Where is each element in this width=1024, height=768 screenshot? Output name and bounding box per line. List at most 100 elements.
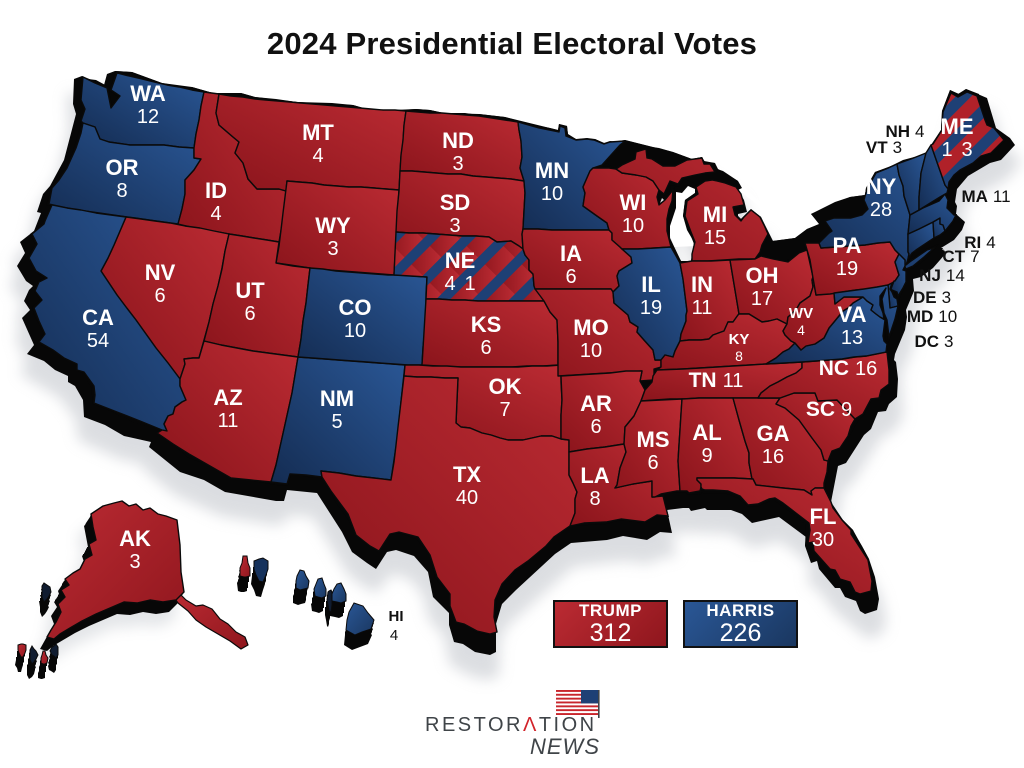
label-AZ-abbr: AZ — [213, 385, 242, 410]
label-IN-votes: 11 — [692, 297, 713, 319]
label-OK-votes: 7 — [499, 399, 510, 421]
legend-harris-name: HARRIS — [706, 601, 775, 620]
callout-DC-abbr: DC — [914, 332, 939, 351]
label-WA: WA 12 — [130, 81, 166, 128]
state-MA[interactable] — [907, 193, 957, 235]
callout-DE-text: DE 3 — [913, 288, 951, 307]
label-NY-abbr: NY — [866, 174, 897, 199]
label-OR-abbr: OR — [106, 155, 139, 180]
callout-NJ: NJ 14 — [919, 266, 965, 285]
callout-RI-text: RI 4 — [964, 233, 995, 252]
island-hawaii[interactable] — [345, 602, 375, 636]
island-aleutian[interactable] — [326, 589, 333, 613]
island-aleutian[interactable] — [49, 643, 59, 659]
callout-DE: DE 3 — [913, 288, 951, 307]
label-MO: MO 10 — [573, 315, 608, 362]
callout-NJ-text: NJ 14 — [919, 266, 965, 285]
callout-CT: CT 7 — [942, 247, 979, 266]
label-MI-votes: 15 — [704, 227, 726, 249]
state-MI[interactable] — [615, 148, 769, 262]
label-AR-abbr: AR — [580, 391, 612, 416]
label-ID-votes: 4 — [210, 203, 221, 225]
label-WV-votes: 4 — [797, 322, 805, 338]
island-hawaii[interactable] — [313, 577, 327, 599]
callout-RI-votes: 4 — [986, 233, 995, 252]
label-MT-votes: 4 — [312, 145, 323, 167]
label-NM-votes: 5 — [331, 411, 342, 433]
legend-trump[interactable]: TRUMP 312 — [553, 600, 668, 648]
callout-RI: RI 4 — [964, 233, 995, 252]
callout-VT-votes: 3 — [893, 138, 902, 157]
label-SD-votes: 3 — [449, 215, 460, 237]
label-OK-abbr: OK — [489, 374, 522, 399]
label-KS-votes: 6 — [480, 337, 491, 359]
state-ME[interactable] — [930, 91, 1005, 190]
label-IL: IL 19 — [640, 272, 662, 319]
callout-MA-text: MA 11 — [961, 187, 1010, 206]
label-CO-votes: 10 — [344, 320, 366, 342]
label-IA-votes: 6 — [565, 266, 576, 288]
island-aleutian[interactable] — [253, 557, 269, 583]
state-WV[interactable] — [782, 276, 864, 351]
label-NE-abbr: NE — [445, 248, 476, 273]
island-aleutian[interactable] — [41, 582, 52, 603]
label-CA-votes: 54 — [87, 330, 109, 352]
label-AR: AR 6 — [580, 391, 612, 438]
island-hawaii[interactable] — [331, 582, 347, 604]
label-PA: PA 19 — [833, 233, 862, 280]
legend-harris[interactable]: HARRIS 226 — [683, 600, 798, 648]
label-NC-text: NC 16 — [819, 357, 878, 380]
label-SC: SC 9 — [806, 398, 852, 421]
callout-NJ-votes: 14 — [946, 266, 965, 285]
island-hawaii[interactable] — [295, 569, 310, 591]
label-OH: OH 17 — [746, 263, 779, 310]
label-LA-abbr: LA — [580, 463, 609, 488]
label-ME-abbr: ME — [941, 114, 974, 139]
label-WI-abbr: WI — [620, 190, 647, 215]
logo-wordmark: RESTORΛTION — [425, 714, 597, 736]
state-AK[interactable] — [46, 500, 185, 640]
page-title: 2024 Presidential Electoral Votes — [266, 26, 758, 61]
label-AR-votes: 6 — [590, 416, 601, 438]
callout-DE-abbr: DE — [913, 288, 937, 307]
island-aleutian[interactable] — [40, 650, 49, 665]
island-aleutian[interactable] — [29, 645, 39, 665]
label-IN-abbr: IN — [691, 272, 713, 297]
label-NY: NY 28 — [866, 174, 897, 221]
callout-VT-text: VT 3 — [866, 138, 902, 157]
island-aleutian[interactable] — [17, 643, 27, 658]
label-NM: NM 5 — [320, 386, 354, 433]
label-GA-abbr: GA — [757, 421, 790, 446]
label-MO-votes: 10 — [580, 340, 602, 362]
callout-DC-votes: 3 — [944, 332, 953, 351]
label-NC: NC 16 — [819, 357, 878, 380]
label-GA-votes: 16 — [762, 446, 784, 468]
island-aleutian[interactable] — [239, 555, 251, 578]
logo-red-a: Λ — [522, 714, 539, 736]
label-CA: CA 54 — [82, 305, 114, 352]
label-LA-votes: 8 — [589, 488, 600, 510]
label-TN: TN 11 — [689, 369, 744, 392]
label-FL-votes: 30 — [812, 529, 834, 551]
legend: TRUMP 312 HARRIS 226 — [553, 600, 798, 648]
label-KY: KY 8 — [729, 331, 750, 364]
logo-tagline: NEWS — [530, 734, 600, 759]
state-NJ[interactable] — [890, 253, 907, 297]
label-OH-abbr: OH — [746, 263, 779, 288]
callout-DC-text: DC 3 — [914, 332, 953, 351]
label-NM-abbr: NM — [320, 386, 354, 411]
label-WY-votes: 3 — [327, 238, 338, 260]
state-FL[interactable] — [696, 477, 873, 595]
label-WY: WY 3 — [315, 213, 351, 260]
label-SC-votes: 9 — [841, 399, 852, 421]
state-MD[interactable] — [833, 284, 899, 338]
label-LA: LA 8 — [580, 463, 609, 510]
label-ND-abbr: ND — [442, 128, 474, 153]
label-MT-abbr: MT — [302, 120, 334, 145]
state-TX[interactable] — [320, 375, 578, 635]
callout-CT-text: CT 7 — [942, 247, 979, 266]
label-CA-abbr: CA — [82, 305, 114, 330]
